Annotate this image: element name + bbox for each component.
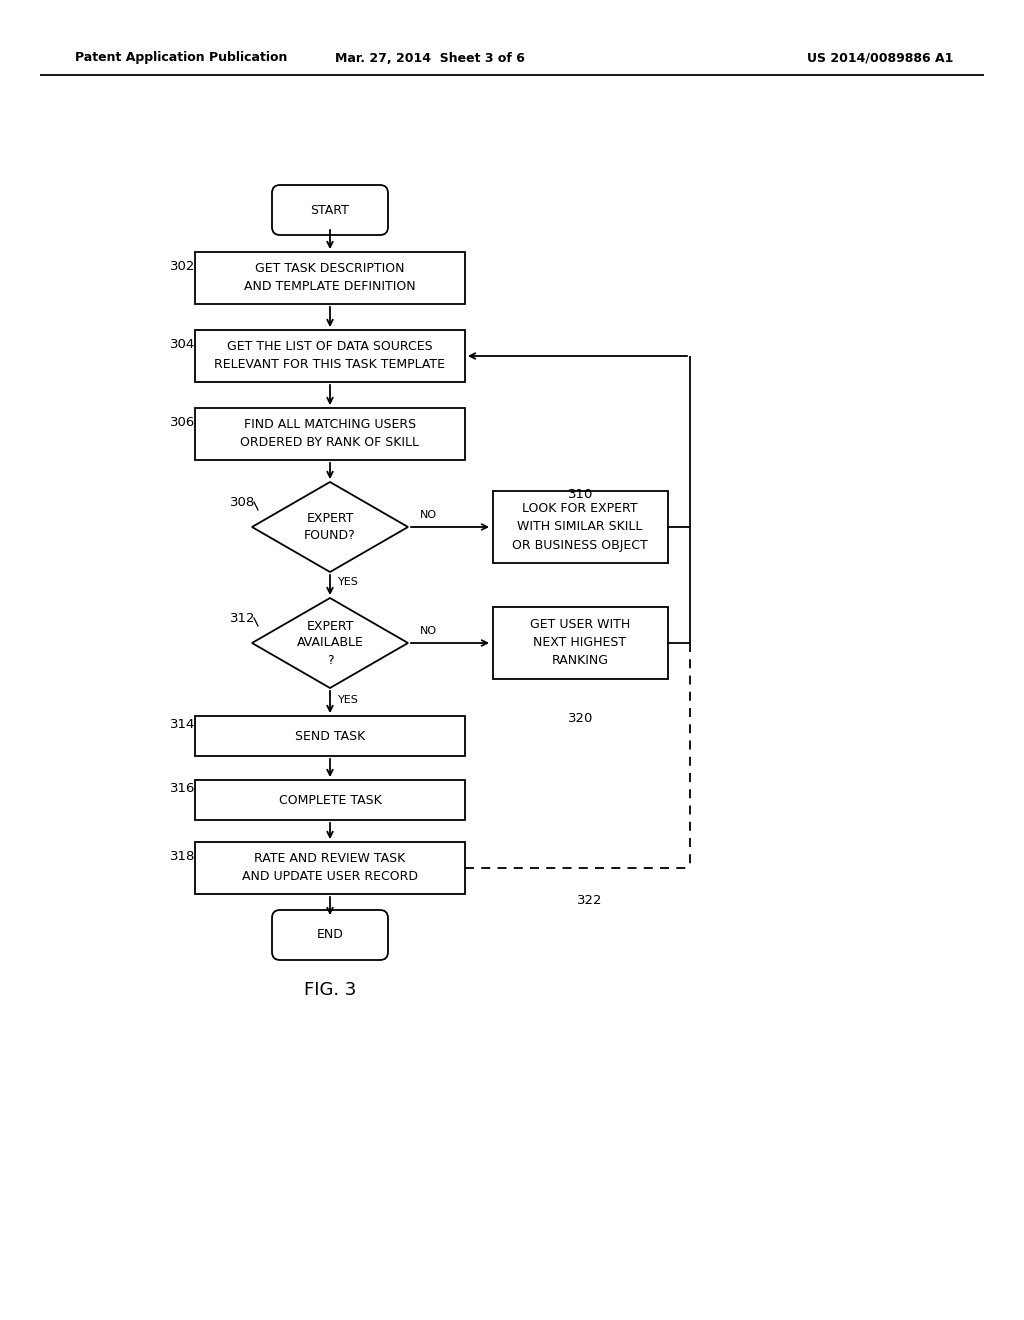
Text: 320: 320 <box>568 711 593 725</box>
Text: 302: 302 <box>170 260 195 273</box>
Text: 310: 310 <box>568 487 593 500</box>
Text: YES: YES <box>338 696 358 705</box>
Text: START: START <box>310 203 349 216</box>
Text: END: END <box>316 928 343 941</box>
Bar <box>493 607 668 678</box>
Polygon shape <box>252 482 408 572</box>
Text: 308: 308 <box>229 495 255 508</box>
Text: 318: 318 <box>170 850 195 863</box>
Text: Patent Application Publication: Patent Application Publication <box>75 51 288 65</box>
Bar <box>195 252 465 304</box>
Text: US 2014/0089886 A1: US 2014/0089886 A1 <box>807 51 953 65</box>
Text: 306: 306 <box>170 417 195 429</box>
Polygon shape <box>252 598 408 688</box>
Text: COMPLETE TASK: COMPLETE TASK <box>279 793 381 807</box>
Bar <box>493 491 668 564</box>
Text: Mar. 27, 2014  Sheet 3 of 6: Mar. 27, 2014 Sheet 3 of 6 <box>335 51 525 65</box>
Text: GET USER WITH
NEXT HIGHEST
RANKING: GET USER WITH NEXT HIGHEST RANKING <box>529 619 630 668</box>
Text: GET TASK DESCRIPTION
AND TEMPLATE DEFINITION: GET TASK DESCRIPTION AND TEMPLATE DEFINI… <box>244 263 416 293</box>
Text: 312: 312 <box>229 611 255 624</box>
Text: FIG. 3: FIG. 3 <box>304 981 356 999</box>
Text: FIND ALL MATCHING USERS
ORDERED BY RANK OF SKILL: FIND ALL MATCHING USERS ORDERED BY RANK … <box>241 418 420 450</box>
Bar <box>195 330 465 381</box>
Text: EXPERT
FOUND?: EXPERT FOUND? <box>304 512 356 543</box>
Text: EXPERT
AVAILABLE
?: EXPERT AVAILABLE ? <box>297 619 364 667</box>
Text: SEND TASK: SEND TASK <box>295 730 366 742</box>
Text: GET THE LIST OF DATA SOURCES
RELEVANT FOR THIS TASK TEMPLATE: GET THE LIST OF DATA SOURCES RELEVANT FO… <box>214 341 445 371</box>
Text: LOOK FOR EXPERT
WITH SIMILAR SKILL
OR BUSINESS OBJECT: LOOK FOR EXPERT WITH SIMILAR SKILL OR BU… <box>512 503 648 552</box>
Text: 304: 304 <box>170 338 195 351</box>
Text: NO: NO <box>420 510 437 520</box>
Text: 314: 314 <box>170 718 195 731</box>
Bar <box>195 780 465 820</box>
Text: YES: YES <box>338 577 358 587</box>
FancyBboxPatch shape <box>272 185 388 235</box>
Bar <box>195 715 465 756</box>
FancyBboxPatch shape <box>272 909 388 960</box>
Text: RATE AND REVIEW TASK
AND UPDATE USER RECORD: RATE AND REVIEW TASK AND UPDATE USER REC… <box>242 853 418 883</box>
Bar <box>195 408 465 459</box>
Text: 316: 316 <box>170 783 195 796</box>
Text: 322: 322 <box>578 894 603 907</box>
Bar <box>195 842 465 894</box>
Text: NO: NO <box>420 626 437 636</box>
